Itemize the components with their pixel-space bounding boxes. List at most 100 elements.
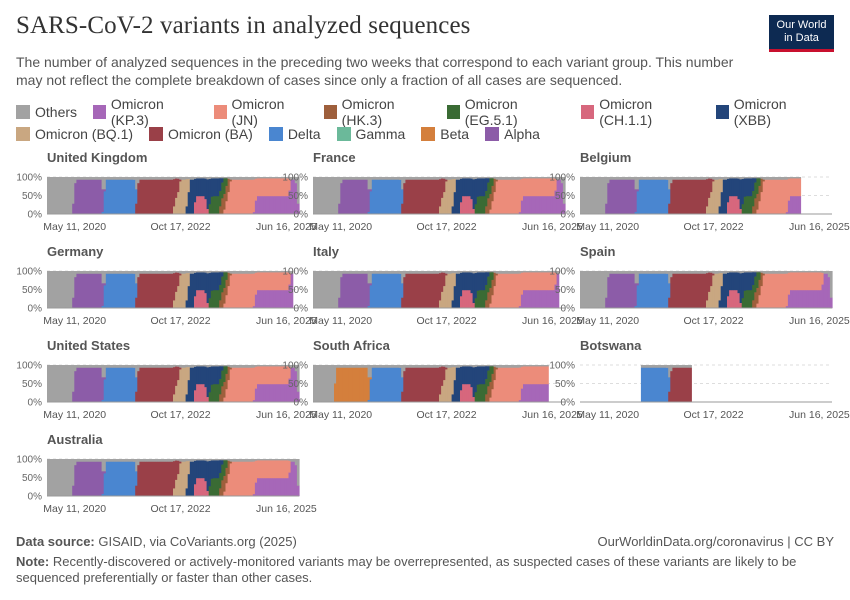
area-slice xyxy=(523,177,526,179)
area-slice xyxy=(449,365,453,369)
area-slice xyxy=(133,179,136,215)
legend-item[interactable]: Beta xyxy=(421,126,469,142)
area-slice xyxy=(204,366,208,388)
legend-item[interactable]: Omicron (XBB) xyxy=(715,96,820,128)
area-slice xyxy=(580,271,583,309)
area-slice xyxy=(544,177,547,179)
area-slice xyxy=(196,271,199,273)
area-slice xyxy=(49,365,52,403)
area-slice xyxy=(91,365,94,369)
area-slice xyxy=(712,181,715,215)
area-slice xyxy=(745,196,749,215)
y-tick-label: 50% xyxy=(555,285,575,296)
area-slice xyxy=(369,271,373,284)
area-slice xyxy=(756,271,760,273)
area-slice xyxy=(514,179,518,215)
area-slice xyxy=(819,290,823,309)
area-slice xyxy=(139,461,143,497)
area-slice xyxy=(221,460,224,465)
area-slice xyxy=(640,179,644,215)
area-slice xyxy=(175,459,178,461)
area-slice xyxy=(371,273,375,309)
area-slice xyxy=(643,365,646,369)
area-slice xyxy=(443,192,446,215)
area-slice xyxy=(464,366,467,385)
owid-logo[interactable]: Our World in Data xyxy=(769,15,834,52)
legend-item[interactable]: Delta xyxy=(268,126,321,142)
area-slice xyxy=(357,367,360,403)
area-slice xyxy=(240,273,243,309)
area-slice xyxy=(474,177,478,180)
area-slice xyxy=(202,366,206,385)
area-slice xyxy=(86,461,90,497)
area-slice xyxy=(714,177,718,181)
area-slice xyxy=(194,177,197,180)
area-slice xyxy=(489,177,493,179)
legend-item[interactable]: Others xyxy=(16,104,77,120)
area-slice xyxy=(263,177,266,179)
area-slice xyxy=(676,271,680,275)
area-slice xyxy=(223,193,227,210)
area-slice xyxy=(714,273,718,309)
area-slice xyxy=(745,177,749,179)
legend-item[interactable]: Omicron (EG.5.1) xyxy=(446,96,566,128)
area-slice xyxy=(657,273,661,309)
area-slice xyxy=(409,271,413,275)
area-slice xyxy=(825,271,829,275)
x-tick-label: Jun 16, 2025 xyxy=(789,221,850,233)
area-slice xyxy=(350,177,354,181)
area-slice xyxy=(166,459,170,463)
area-slice xyxy=(217,478,220,497)
area-slice xyxy=(177,272,180,287)
area-slice xyxy=(147,179,151,215)
data-source-text[interactable]: GISAID, via CoVariants.org (2025) xyxy=(98,534,297,549)
legend-item[interactable]: Omicron (KP.3) xyxy=(93,96,198,128)
area-slice xyxy=(737,272,741,294)
area-slice xyxy=(682,273,686,309)
area-slice xyxy=(177,459,180,462)
area-slice xyxy=(474,298,478,309)
area-slice xyxy=(506,367,509,403)
legend-item[interactable]: Omicron (JN) xyxy=(213,96,308,128)
area-slice xyxy=(82,271,86,275)
area-slice xyxy=(718,179,722,207)
area-slice xyxy=(678,177,682,181)
area-slice xyxy=(227,192,231,215)
area-slice xyxy=(428,273,432,309)
area-slice xyxy=(105,459,109,463)
area-slice xyxy=(200,460,203,479)
area-slice xyxy=(221,177,224,179)
legend-item[interactable]: Omicron (BQ.1) xyxy=(16,126,133,142)
note-label: Note: xyxy=(16,554,50,569)
area-slice xyxy=(331,271,335,309)
legend-item[interactable]: Gamma xyxy=(336,126,405,142)
area-slice xyxy=(384,179,388,215)
area-slice xyxy=(508,177,511,181)
area-slice xyxy=(187,271,191,274)
area-slice xyxy=(462,290,465,309)
legend-item[interactable]: Omicron (BA) xyxy=(149,126,253,142)
area-slice xyxy=(523,384,526,403)
area-slice xyxy=(152,365,155,369)
area-slice xyxy=(143,367,147,403)
area-slice xyxy=(194,460,197,485)
legend-item[interactable]: Omicron (HK.3) xyxy=(323,96,431,128)
area-slice xyxy=(401,297,404,309)
area-slice xyxy=(103,471,107,474)
area-slice xyxy=(806,290,810,309)
area-slice xyxy=(261,178,264,197)
area-slice xyxy=(352,271,356,275)
area-slice xyxy=(208,179,212,205)
area-slice xyxy=(105,271,109,275)
area-slice xyxy=(78,271,82,275)
area-slice xyxy=(361,179,364,215)
area-slice xyxy=(733,290,736,309)
legend-item[interactable]: Alpha xyxy=(485,126,540,142)
legend-item[interactable]: Omicron (CH.1.1) xyxy=(581,96,699,128)
area-slice xyxy=(145,273,149,309)
area-slice xyxy=(223,366,227,383)
footer-credit[interactable]: OurWorldinData.org/coronavirus | CC BY xyxy=(597,534,834,549)
area-slice xyxy=(369,191,373,215)
area-slice xyxy=(764,271,768,275)
area-slice xyxy=(460,178,463,203)
